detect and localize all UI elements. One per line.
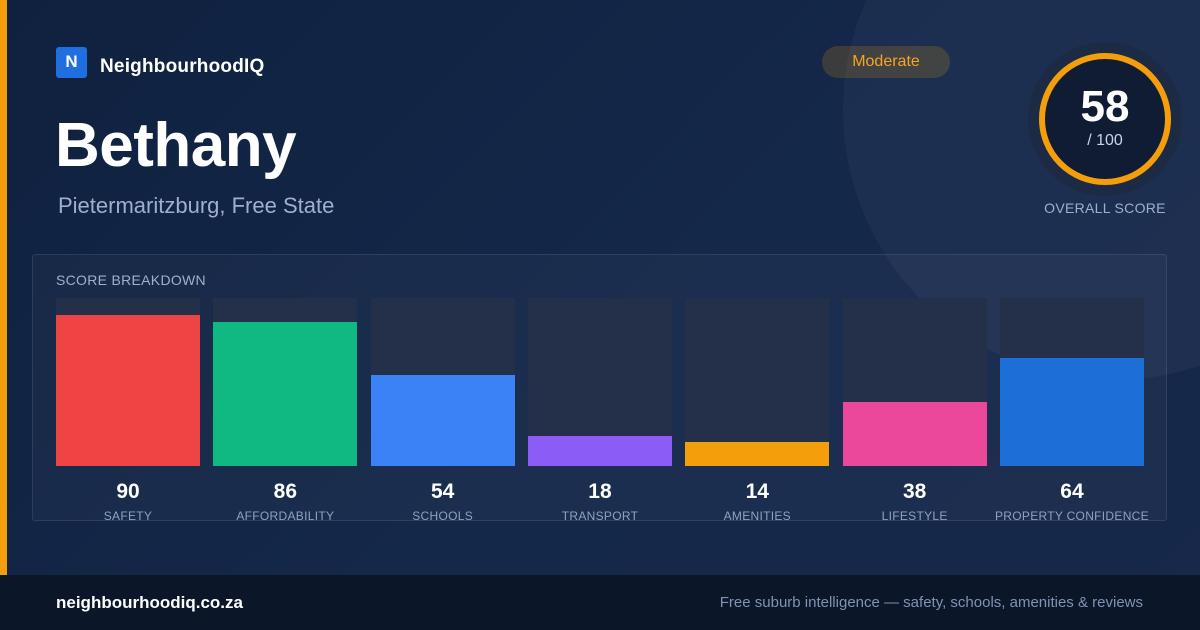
score-ring-arc	[1039, 53, 1171, 185]
score-bar-safety: 90 SAFETY	[56, 298, 200, 528]
score-bar-lifestyle: 38 LIFESTYLE	[842, 298, 987, 528]
score-bar-label: SCHOOLS	[412, 509, 474, 523]
score-bar-label: SAFETY	[103, 509, 153, 523]
footer-tagline: Free suburb intelligence — safety, schoo…	[719, 594, 1143, 611]
brand-name: NeighbourhoodIQ	[100, 56, 265, 77]
footer-domain[interactable]: neighbourhoodiq.co.za	[56, 593, 243, 612]
score-bar-fill	[527, 435, 672, 466]
score-bar-label: TRANSPORT	[561, 509, 639, 523]
score-bar-label: PROPERTY CONFIDENCE	[994, 509, 1149, 523]
suburb-title: Bethany	[55, 111, 297, 180]
score-bar-label: LIFESTYLE	[881, 509, 948, 523]
suburb-location: Pietermaritzburg, Free State	[58, 193, 335, 218]
overall-score-label: OVERALL SCORE	[1044, 200, 1166, 216]
score-bar-fill	[999, 358, 1144, 466]
accent-strip	[0, 0, 7, 575]
score-bar-fill	[213, 321, 358, 466]
score-bar-affordability: 86 AFFORDABILITY	[213, 298, 358, 528]
score-bar-transport: 18 TRANSPORT	[527, 298, 672, 528]
score-bar-value: 86	[273, 480, 297, 503]
brand-logo-icon: N	[56, 46, 87, 78]
score-breakdown-heading: SCORE BREAKDOWN	[56, 272, 206, 288]
score-bar-track	[56, 298, 200, 466]
score-bar-track	[685, 298, 830, 466]
brand[interactable]: N NeighbourhoodIQ	[56, 46, 264, 78]
score-bar-value: 90	[116, 480, 140, 503]
overall-score-ring	[1028, 42, 1182, 196]
score-bar-fill	[56, 314, 200, 466]
footer: neighbourhoodiq.co.za Free suburb intell…	[0, 575, 1200, 630]
score-bar-fill	[842, 402, 987, 466]
score-breakdown-panel	[32, 254, 1167, 521]
score-bar-value: 38	[902, 480, 927, 503]
overall-score: 58 / 100	[1028, 42, 1182, 196]
score-bar-value: 14	[745, 480, 769, 503]
score-bar-label: AMENITIES	[723, 509, 791, 523]
score-bar-value: 18	[588, 480, 612, 503]
score-bar-track	[842, 298, 987, 466]
score-bar-track	[213, 298, 358, 466]
score-bar-track	[527, 298, 672, 466]
score-bar-value: 54	[430, 480, 455, 503]
score-bar-track	[370, 298, 515, 466]
score-bar-value: 64	[1060, 480, 1084, 503]
score-ring-inner	[1042, 56, 1168, 182]
overall-score-value: 58	[1080, 82, 1130, 131]
score-bar-property-confidence: 64 PROPERTY CONFIDENCE	[995, 298, 1149, 528]
score-bar-schools: 54 SCHOOLS	[370, 298, 515, 528]
score-bar-fill	[370, 375, 515, 466]
score-bar-fill	[685, 442, 830, 466]
rating-badge: Moderate	[822, 46, 950, 78]
score-bar-amenities: 14 AMENITIES	[685, 298, 830, 528]
overall-score-max: / 100	[1087, 132, 1123, 149]
score-bar-label: AFFORDABILITY	[236, 509, 335, 523]
score-bar-track	[999, 298, 1144, 466]
